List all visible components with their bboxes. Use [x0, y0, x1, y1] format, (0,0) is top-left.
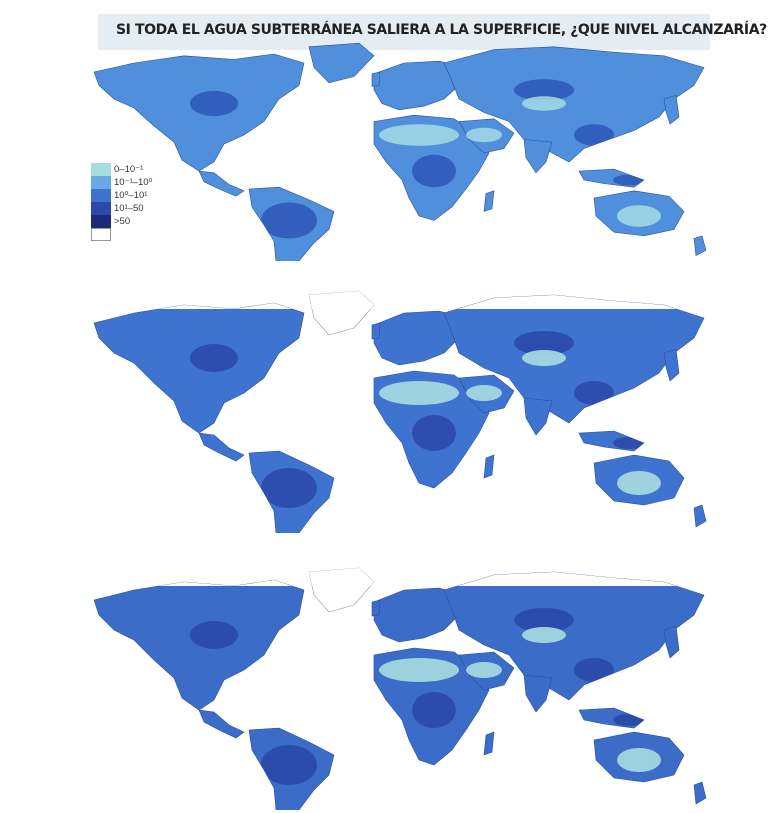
light-region	[617, 471, 661, 495]
legend-item: 10¹–50	[91, 202, 152, 215]
dark-region	[412, 154, 456, 188]
continent-india	[523, 674, 553, 713]
no-data-arctic	[94, 568, 706, 586]
legend-label: 10⁻¹–10⁰	[114, 177, 153, 188]
dark-region	[613, 714, 645, 726]
dark-region	[574, 658, 614, 682]
legend: 0–10⁻¹ 10⁻¹–10⁰ 10⁰–10¹ 10¹–50 >50	[91, 163, 152, 241]
dark-region	[190, 90, 238, 117]
continent-central-america	[198, 170, 245, 197]
continent-madagascar	[483, 190, 495, 212]
map-top-shading	[190, 79, 661, 239]
legend-item: 10⁰–10¹	[91, 189, 152, 202]
title-background	[98, 14, 710, 50]
continent-uk	[371, 322, 381, 340]
light-region	[466, 385, 502, 401]
continent-madagascar	[483, 731, 495, 756]
dark-region	[261, 202, 317, 239]
light-region	[466, 662, 502, 678]
continent-europe	[373, 310, 465, 366]
light-region	[522, 96, 566, 111]
map-top-svg	[93, 42, 707, 261]
legend-swatch	[91, 202, 111, 215]
continent-japan	[663, 95, 680, 125]
dark-region	[574, 381, 614, 405]
dark-region	[190, 344, 238, 372]
legend-label: 10⁰–10¹	[114, 190, 148, 201]
world-map-bottom	[74, 560, 714, 810]
light-region	[379, 381, 459, 405]
map-middle-svg	[93, 290, 707, 533]
light-region	[379, 124, 459, 146]
continent-uk	[371, 71, 381, 87]
continent-central-america	[198, 432, 245, 462]
legend-item	[91, 228, 152, 241]
dark-region	[261, 468, 317, 508]
legend-label: 10¹–50	[114, 203, 144, 214]
continent-madagascar	[483, 454, 495, 479]
continent-india	[523, 139, 553, 174]
page-title: SI TODA EL AGUA SUBTERRÁNEA SALIERA A LA…	[116, 22, 767, 38]
light-region	[522, 627, 566, 643]
dark-region	[190, 621, 238, 649]
map-bottom-svg	[93, 567, 707, 810]
world-map-middle	[74, 283, 714, 533]
legend-swatch	[91, 189, 111, 202]
dark-region	[613, 437, 645, 449]
legend-swatch	[91, 228, 111, 241]
light-region	[617, 205, 661, 227]
dark-region	[261, 745, 317, 785]
continent-central-america	[198, 709, 245, 739]
continent-new-zealand	[693, 504, 707, 528]
light-region	[466, 127, 502, 143]
legend-item: 0–10⁻¹	[91, 163, 152, 176]
light-region	[379, 658, 459, 682]
continent-new-zealand	[693, 781, 707, 805]
continent-japan	[663, 625, 680, 659]
legend-swatch	[91, 215, 111, 228]
legend-swatch	[91, 163, 111, 176]
continent-japan	[663, 348, 680, 382]
light-region	[617, 748, 661, 772]
dark-region	[514, 331, 574, 355]
continent-india	[523, 397, 553, 436]
legend-label: >50	[114, 216, 131, 227]
continent-asia	[443, 46, 705, 163]
dark-region	[613, 174, 645, 186]
continent-new-zealand	[693, 235, 707, 257]
legend-swatch	[91, 176, 111, 189]
continent-greenland	[308, 42, 375, 84]
dark-region	[574, 124, 614, 146]
world-map-top	[74, 36, 714, 261]
continent-europe	[373, 587, 465, 643]
dark-region	[514, 79, 574, 101]
dark-region	[412, 692, 456, 728]
light-region	[522, 350, 566, 366]
legend-item: >50	[91, 215, 152, 228]
legend-item: 10⁻¹–10⁰	[91, 176, 152, 189]
continent-uk	[371, 599, 381, 617]
dark-region	[412, 415, 456, 451]
continent-europe	[373, 60, 465, 111]
legend-label: 0–10⁻¹	[114, 164, 144, 175]
dark-region	[514, 608, 574, 632]
no-data-arctic	[94, 291, 706, 309]
continent-asia	[443, 294, 705, 424]
